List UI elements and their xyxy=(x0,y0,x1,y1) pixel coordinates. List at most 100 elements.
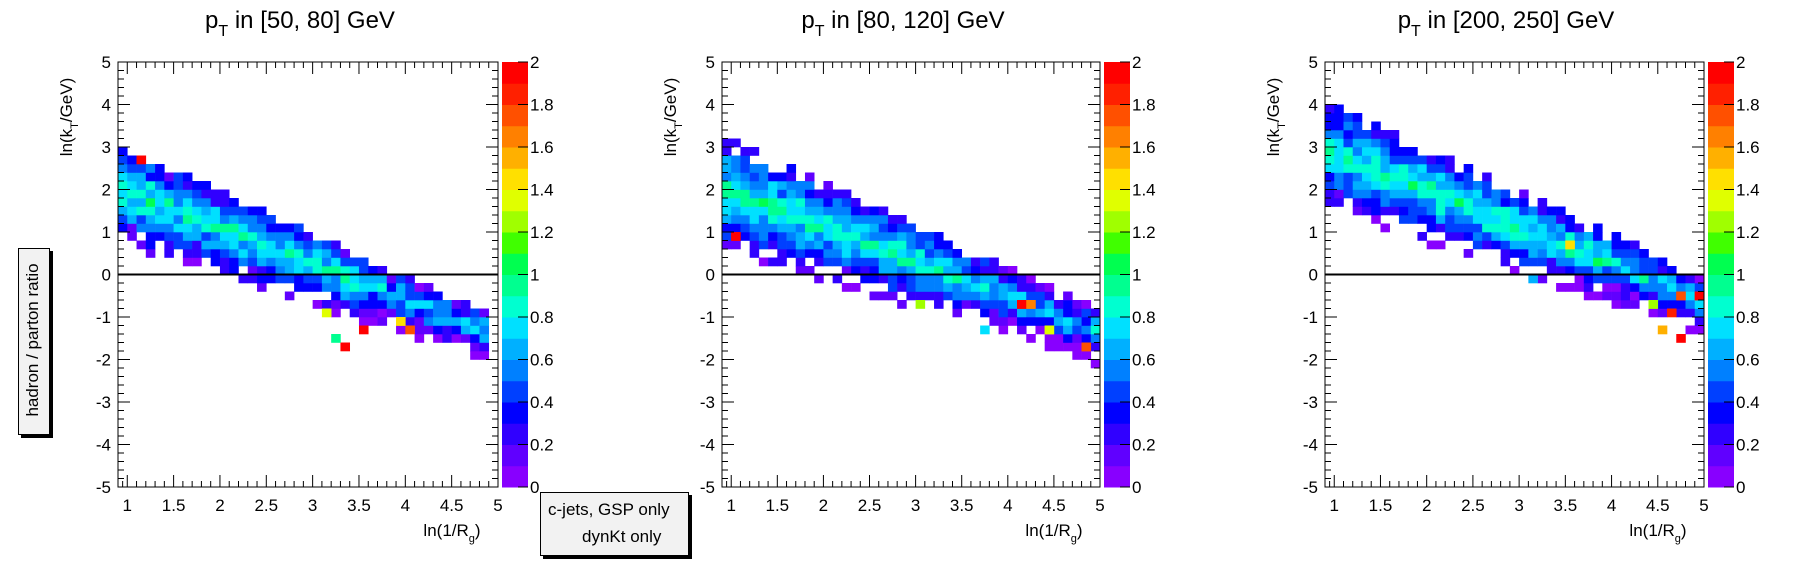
heatmap-cell xyxy=(980,308,990,318)
heatmap-cell xyxy=(210,257,221,267)
heatmap-cell xyxy=(284,257,295,267)
heatmap-cell xyxy=(136,172,147,182)
heatmap-cell xyxy=(804,249,815,258)
heatmap-cell xyxy=(1389,206,1400,216)
heatmap-cell xyxy=(1371,181,1381,190)
color-bar-tick-label: 1.6 xyxy=(1736,138,1760,157)
heatmap-cell xyxy=(238,249,249,258)
heatmap-cell xyxy=(768,189,778,199)
heatmap-cell xyxy=(405,317,415,326)
heatmap-cell xyxy=(201,232,211,241)
heatmap-cell xyxy=(731,172,741,182)
heatmap-cell xyxy=(173,215,184,224)
heatmap-cell xyxy=(145,223,156,233)
heatmap-cell xyxy=(1325,189,1335,199)
heatmap-cell xyxy=(321,274,332,284)
heatmap-cell xyxy=(768,206,778,216)
heatmap-cell xyxy=(405,291,415,301)
heatmap-cell xyxy=(219,223,230,233)
heatmap-cell xyxy=(869,215,880,224)
heatmap-cell xyxy=(1491,232,1501,241)
heatmap-cell xyxy=(460,325,471,335)
heatmap-cell xyxy=(1081,308,1092,318)
heatmap-cell xyxy=(136,189,147,199)
heatmap-cell xyxy=(1519,240,1529,250)
color-bar-segment xyxy=(502,274,528,297)
heatmap-cell xyxy=(405,274,415,284)
heatmap-cell xyxy=(1435,240,1446,250)
heatmap-cell xyxy=(136,240,147,250)
heatmap-cell xyxy=(1491,206,1501,216)
heatmap-cell xyxy=(795,198,806,207)
heatmap-cell xyxy=(1676,334,1686,343)
x-tick-label: 3.5 xyxy=(950,496,974,515)
heatmap-cell xyxy=(749,198,760,207)
heatmap-cell xyxy=(998,308,1009,318)
heatmap-cell xyxy=(192,223,202,233)
heatmap-cell xyxy=(814,198,824,207)
heatmap-cell xyxy=(1519,257,1529,267)
heatmap-cell xyxy=(247,206,258,216)
heatmap-cell xyxy=(182,189,193,199)
heatmap-cell xyxy=(1472,223,1483,233)
color-bar-tick-label: 0.4 xyxy=(530,393,554,412)
heatmap-cell xyxy=(1371,164,1381,173)
heatmap-cell xyxy=(1694,325,1705,335)
heatmap-cell xyxy=(1611,249,1622,258)
heatmap-cell xyxy=(173,232,184,241)
heatmap-cell xyxy=(396,300,406,309)
heatmap-cell xyxy=(1044,308,1055,318)
heatmap-cell xyxy=(182,206,193,216)
heatmap-cell xyxy=(275,223,286,233)
heatmap-cell xyxy=(1035,291,1045,301)
heatmap-cell xyxy=(1648,291,1659,301)
heatmap-cell xyxy=(878,240,889,250)
heatmap-cell xyxy=(1546,257,1557,267)
heatmap-cell xyxy=(1583,240,1594,250)
heatmap-cell xyxy=(731,189,741,199)
heatmap-cell xyxy=(1546,266,1557,275)
heatmap-cell xyxy=(722,215,732,224)
heatmap-cell xyxy=(1519,198,1529,207)
heatmap-cell xyxy=(229,266,239,275)
heatmap-cell xyxy=(1044,342,1055,352)
heatmap-cell xyxy=(1343,164,1354,173)
heatmap-cell xyxy=(1602,249,1612,258)
heatmap-cell xyxy=(1482,223,1492,233)
heatmap-cell xyxy=(897,300,907,309)
heatmap-cell xyxy=(1583,257,1594,267)
heatmap-cell xyxy=(1491,240,1501,250)
heatmap-cell xyxy=(1546,223,1557,233)
heatmap-cell xyxy=(1694,291,1705,301)
legend-line-2: dynKt only xyxy=(582,527,662,546)
heatmap-cell xyxy=(786,249,797,258)
heatmap-cell xyxy=(1528,274,1538,284)
heatmap-cell xyxy=(1053,300,1064,309)
heatmap-cell xyxy=(722,172,732,182)
heatmap-cell xyxy=(1334,130,1344,139)
heatmap-cell xyxy=(1546,215,1557,224)
heatmap-cell xyxy=(1081,342,1092,352)
heatmap-cell xyxy=(740,164,750,173)
heatmap-cell xyxy=(1325,155,1335,165)
heatmap-cell xyxy=(1574,274,1585,284)
heatmap-cell xyxy=(934,291,944,301)
heatmap-cell xyxy=(961,300,972,309)
heatmap-cell xyxy=(906,257,916,267)
color-bar-segment xyxy=(502,465,528,488)
heatmap-cell xyxy=(1509,215,1520,224)
heatmap-cell xyxy=(906,223,916,233)
color-bar-segment xyxy=(502,83,528,105)
heatmap-cell xyxy=(127,198,137,207)
heatmap-cell xyxy=(804,206,815,216)
heatmap-cell xyxy=(1694,283,1705,292)
heatmap-cell xyxy=(731,232,741,241)
heatmap-cell xyxy=(823,249,833,258)
heatmap-cell xyxy=(470,342,480,352)
heatmap-cell xyxy=(1648,266,1659,275)
heatmap-cell xyxy=(173,198,184,207)
heatmap-cell xyxy=(340,283,351,292)
heatmap-cell xyxy=(1482,172,1492,182)
heatmap-cell xyxy=(1334,121,1344,131)
heatmap-cell xyxy=(980,291,990,301)
